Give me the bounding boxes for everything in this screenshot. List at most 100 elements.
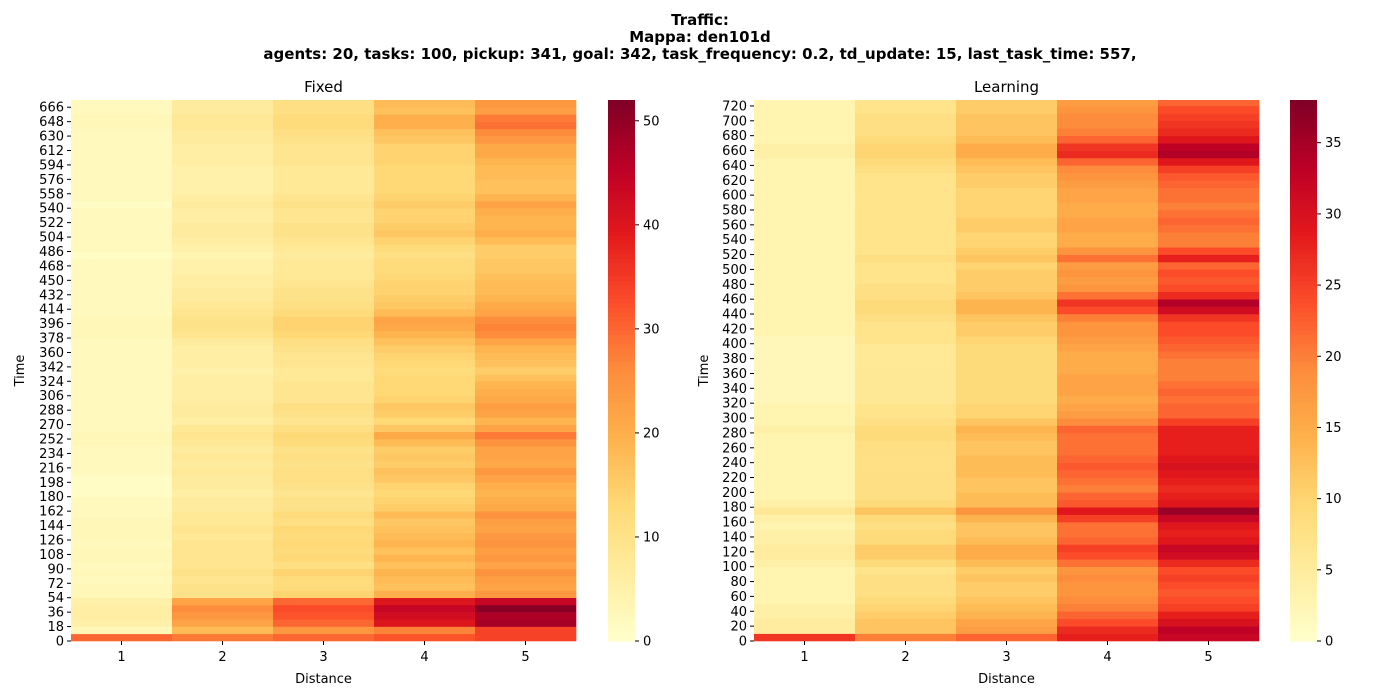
heatmap-cell <box>475 518 577 526</box>
colorbar-tick-label: 25 <box>1325 279 1342 294</box>
heatmap-cell <box>754 492 856 501</box>
x-tick-label: 1 <box>117 650 125 665</box>
heatmap-cell <box>374 258 476 267</box>
heatmap-cell <box>71 186 173 195</box>
heatmap-cell <box>374 208 476 216</box>
heatmap-cell <box>1057 447 1159 456</box>
colorbar-segment <box>1290 510 1317 516</box>
heatmap-cell <box>956 418 1058 426</box>
heatmap-cell <box>273 489 375 498</box>
heatmap-cell <box>374 540 476 548</box>
colorbar-segment <box>608 505 635 511</box>
heatmap-cell <box>71 179 173 187</box>
heatmap-cell <box>273 568 375 577</box>
colorbar-segment <box>1290 338 1317 345</box>
heatmap-cell <box>475 107 577 115</box>
heatmap-cell <box>475 540 577 548</box>
heatmap-cell <box>956 484 1058 493</box>
heatmap-cell <box>1158 321 1260 330</box>
heatmap-cell <box>956 462 1058 471</box>
heatmap-cell <box>71 561 173 570</box>
heatmap-cell <box>754 566 856 575</box>
heatmap-cell <box>1158 611 1260 619</box>
colorbar-segment <box>1290 271 1317 277</box>
heatmap-cell <box>1057 120 1159 129</box>
heatmap-cell <box>374 338 476 346</box>
colorbar-segment <box>1290 307 1317 313</box>
colorbar-segment <box>608 145 635 151</box>
colorbar-segment <box>1290 136 1317 142</box>
figure-title-line-3: agents: 20, tasks: 100, pickup: 341, goa… <box>263 45 1137 63</box>
colorbar-segment <box>1290 550 1317 556</box>
colorbar-segment <box>608 613 635 620</box>
heatmap-cell <box>1158 284 1260 293</box>
colorbar-segment <box>608 248 635 254</box>
heatmap-cell <box>855 209 957 218</box>
colorbar-segment <box>608 474 635 480</box>
colorbar-segment <box>1290 262 1317 268</box>
colorbar-segment <box>1290 456 1317 462</box>
colorbar-segment <box>1290 559 1317 565</box>
heatmap-cell <box>172 172 274 180</box>
colorbar-segment <box>608 555 635 561</box>
heatmap-cell <box>956 143 1058 151</box>
heatmap-cell <box>1158 135 1260 144</box>
colorbar-segment <box>608 465 635 471</box>
heatmap-cell <box>754 150 856 159</box>
colorbar-segment <box>608 226 635 232</box>
heatmap-cell <box>855 180 957 188</box>
heatmap-cell <box>1158 232 1260 241</box>
heatmap-cell <box>273 547 375 555</box>
heatmap-cell <box>956 403 1058 411</box>
y-tick-label: 180 <box>722 501 747 516</box>
heatmap-cell <box>1057 113 1159 122</box>
heatmap-cell <box>475 251 577 259</box>
heatmap-cell <box>374 352 476 360</box>
heatmap-cell <box>273 532 375 541</box>
heatmap-cell <box>273 410 375 418</box>
heatmap-cell <box>754 120 856 129</box>
heatmap-cell <box>374 460 476 469</box>
heatmap-cell <box>273 619 375 627</box>
y-tick-label: 360 <box>722 367 747 382</box>
heatmap-cell <box>956 432 1058 441</box>
y-tick-label: 504 <box>39 231 64 246</box>
heatmap-cell <box>273 597 375 606</box>
y-tick-label: 140 <box>722 530 747 545</box>
heatmap-cell <box>273 229 375 238</box>
colorbar-segment <box>608 496 635 502</box>
heatmap-cell <box>754 559 856 567</box>
colorbar-segment <box>608 244 635 250</box>
heatmap-cell <box>475 496 577 505</box>
heatmap-cell <box>475 229 577 238</box>
colorbar-segment <box>1290 622 1317 629</box>
heatmap-cell <box>1057 455 1159 463</box>
heatmap-cell <box>374 164 476 173</box>
heatmap-cell <box>475 612 577 620</box>
heatmap-cell <box>172 568 274 577</box>
heatmap-cell <box>1158 403 1260 411</box>
colorbar-segment <box>608 109 635 115</box>
heatmap-cell <box>1057 195 1159 203</box>
heatmap-cell <box>956 321 1058 330</box>
heatmap-cell <box>855 128 957 136</box>
heatmap-cell <box>374 633 476 642</box>
y-tick-label: 720 <box>722 99 747 114</box>
heatmap-cell <box>1158 618 1260 627</box>
heatmap-cell <box>475 374 577 382</box>
heatmap-cell <box>1158 477 1260 486</box>
heatmap-cell <box>1057 343 1159 352</box>
heatmap-cell <box>1057 202 1159 211</box>
colorbar-segment <box>608 266 635 272</box>
heatmap-cell <box>71 431 173 440</box>
heatmap-cell <box>855 522 957 530</box>
heatmap-cell <box>754 380 856 389</box>
y-tick-label: 126 <box>39 534 64 549</box>
colorbar-segment <box>1290 140 1317 146</box>
heatmap-cell <box>172 460 274 469</box>
colorbar-segment <box>1290 302 1317 308</box>
heatmap-cell <box>754 217 856 226</box>
heatmap-cell <box>1158 202 1260 211</box>
heatmap-cell <box>71 410 173 418</box>
colorbar-tick-label: 0 <box>1325 635 1333 650</box>
